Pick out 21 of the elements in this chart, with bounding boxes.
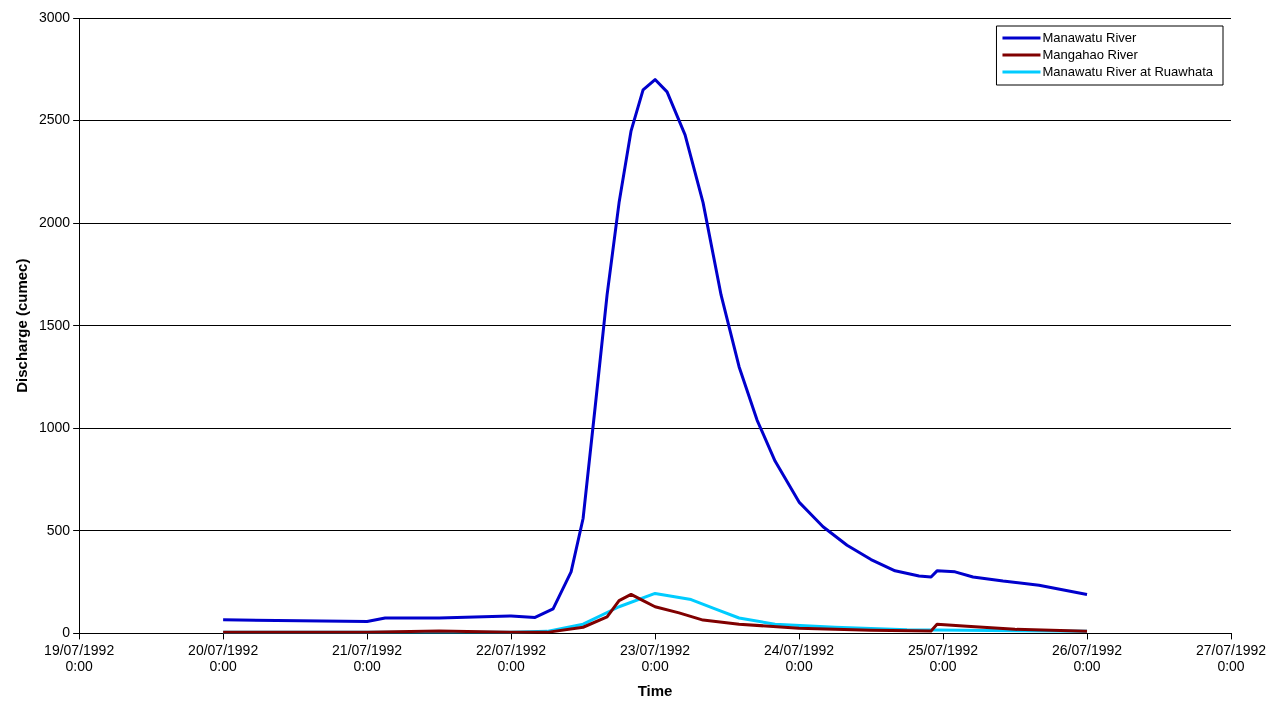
x-tick-label: 20/07/1992 0:00 [188,641,259,675]
y-axis-title: Discharge (cumec) [13,258,31,393]
y-tick-label: 500 [46,521,71,538]
legend-label: Manawatu River [1042,29,1138,45]
legend-label: Mangahao River [1042,46,1139,62]
y-tick-label: 2000 [38,213,71,230]
x-tick-label: 26/07/1992 0:00 [1051,641,1123,675]
x-tick-label: 21/07/1992 0:00 [332,641,403,675]
x-axis-title: Time [637,682,673,700]
y-tick-label: 0 [62,624,71,641]
x-tick-label: 22/07/1992 0:00 [476,641,547,675]
y-tick-label: 1000 [38,419,71,436]
x-tick-label: 25/07/1992 0:00 [908,641,979,675]
x-tick-label: 27/07/1992 0:00 [1195,641,1267,675]
y-tick-label: 3000 [38,8,71,25]
y-tick-label: 2500 [38,111,71,128]
y-tick-label: 1500 [38,316,71,333]
x-tick-label: 23/07/1992 0:00 [620,641,691,675]
legend-label: Manawatu River at Ruawhata [1042,63,1214,79]
x-tick-label: 19/07/1992 0:00 [44,641,115,675]
x-tick-label: 24/07/1992 0:00 [764,641,835,675]
